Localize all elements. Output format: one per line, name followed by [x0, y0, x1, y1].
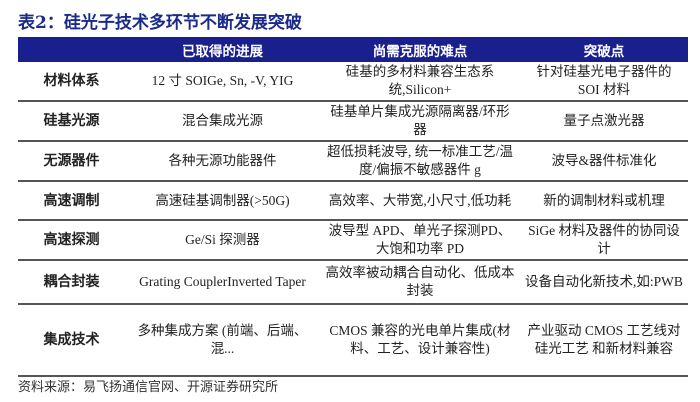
header-row: 已取得的进展 尚需克服的难点 突破点: [18, 37, 688, 62]
table-cell: 硅基的多材料兼容生态系统,Silicon+: [320, 62, 520, 102]
source-note: 资料来源：易飞扬通信官网、开源证券研究所: [18, 380, 279, 395]
table-cell: CMOS 兼容的光电单片集成(材料、工艺、设计兼容性): [320, 304, 520, 377]
table-cell: 硅基单片集成光源隔离器/环形器: [320, 101, 520, 142]
row-header: 耦合封装: [18, 260, 125, 305]
table-cell: Ge/Si 探测器: [125, 220, 320, 261]
table-cell: 高速硅基调制器(>50G): [125, 181, 320, 221]
row-header: 集成技术: [18, 304, 125, 377]
header-cell: 已取得的进展: [125, 37, 320, 62]
table-row: 集成技术 多种集成方案 (前端、后端、混... CMOS 兼容的光电单片集成(材料、…: [18, 304, 688, 377]
row-header: 高速调制: [18, 181, 125, 221]
table-cell: Grating CouplerInverted Taper: [125, 260, 320, 305]
row-header: 材料体系: [18, 62, 125, 102]
table-cell: 超低损耗波导, 统一标准工艺/温度/偏振不敏感器件 g: [320, 141, 520, 182]
progress-table: 已取得的进展 尚需克服的难点 突破点 材料体系 12 寸 SOIGe, Sn, -…: [18, 37, 688, 377]
table-cell: 新的调制材料或机理: [520, 181, 688, 221]
table-row: 耦合封装 Grating CouplerInverted Taper 高效率被动耦合…: [18, 260, 688, 305]
table-cell: 各种无源功能器件: [125, 141, 320, 182]
table-cell: 产业驱动 CMOS 工艺线对硅光工艺 和新材料兼容: [520, 304, 688, 377]
table-cell: 12 寸 SOIGe, Sn, -V, YIG: [125, 62, 320, 102]
row-header: 无源器件: [18, 141, 125, 182]
header-cell: [18, 37, 125, 62]
table-cell: 针对硅基光电子器件的 SOI 材料: [520, 62, 688, 102]
table-cell: 设备自动化新技术,如:PWB: [520, 260, 688, 305]
table-row: 高速调制 高速硅基调制器(>50G) 高效率、大带宽,小尺寸,低功耗 新的调制材料或机…: [18, 181, 688, 221]
table-cell: 高效率被动耦合自动化、低成本封装: [320, 260, 520, 305]
header-cell: 尚需克服的难点: [320, 37, 520, 62]
table-cell: SiGe 材料及器件的协同设计: [520, 220, 688, 261]
table-row: 高速探测 Ge/Si 探测器 波导型 APD、单光子探测PD、大饱和功率 PD SiG…: [18, 220, 688, 261]
table-cell: 多种集成方案 (前端、后端、混...: [125, 304, 320, 377]
row-header: 硅基光源: [18, 101, 125, 142]
row-header: 高速探测: [18, 220, 125, 261]
table-cell: 量子点激光器: [520, 101, 688, 142]
table-row: 硅基光源 混合集成光源 硅基单片集成光源隔离器/环形器 量子点激光器: [18, 101, 688, 142]
table-row: 材料体系 12 寸 SOIGe, Sn, -V, YIG 硅基的多材料兼容生态系统,…: [18, 62, 688, 102]
table-cell: 高效率、大带宽,小尺寸,低功耗: [320, 181, 520, 221]
table-cell: 波导&器件标准化: [520, 141, 688, 182]
table-title: 表2：硅光子技术多环节不断发展突破: [18, 13, 302, 33]
header-cell: 突破点: [520, 37, 688, 62]
table-cell: 混合集成光源: [125, 101, 320, 142]
table-cell: 波导型 APD、单光子探测PD、大饱和功率 PD: [320, 220, 520, 261]
